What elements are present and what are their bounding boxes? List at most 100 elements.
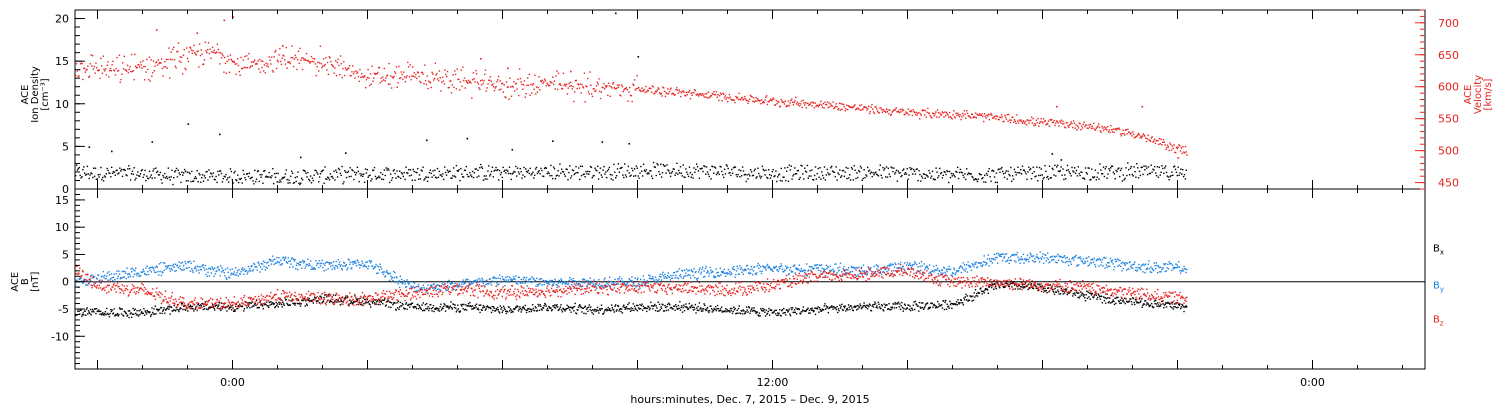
velocity-point xyxy=(523,80,526,82)
ion-density-point xyxy=(499,173,502,176)
by-point xyxy=(500,280,503,282)
velocity-point xyxy=(907,108,910,110)
ion-density-point xyxy=(1023,169,1025,171)
velocity-point xyxy=(880,107,882,109)
bx-point xyxy=(1088,296,1090,298)
ion-density-point xyxy=(617,163,620,165)
velocity-point xyxy=(291,45,293,47)
ion-density-point xyxy=(674,174,676,176)
ion-density-point xyxy=(580,174,583,177)
ion-density-point xyxy=(790,165,792,167)
velocity-point xyxy=(204,41,206,44)
ion-density-point xyxy=(1121,180,1124,182)
by-point xyxy=(108,274,111,276)
by-point xyxy=(288,260,290,263)
ion-density-point xyxy=(732,172,734,175)
bx-point xyxy=(364,302,366,304)
bx-point xyxy=(719,308,722,310)
by-point xyxy=(165,268,167,270)
bx-point xyxy=(520,311,522,313)
bx-point xyxy=(594,308,597,311)
bx-point xyxy=(714,308,716,310)
velocity-point xyxy=(1106,128,1108,131)
by-point xyxy=(136,274,138,277)
ion-density-point xyxy=(634,175,637,177)
velocity-point xyxy=(121,62,124,64)
velocity-point xyxy=(702,94,705,97)
ion-density-point xyxy=(632,169,634,172)
ion-density-point xyxy=(280,181,282,183)
bx-point xyxy=(658,310,660,312)
bx-point xyxy=(491,305,493,308)
bx-point xyxy=(523,307,525,309)
by-point xyxy=(259,266,262,268)
by-point xyxy=(247,271,249,273)
bx-point xyxy=(782,312,784,314)
bx-point xyxy=(617,304,619,307)
velocity-point xyxy=(330,63,333,66)
ion-density-point xyxy=(549,175,551,177)
velocity-point xyxy=(1051,118,1053,121)
velocity-point xyxy=(769,98,772,100)
ion-density-point xyxy=(317,173,319,175)
velocity-point xyxy=(241,67,244,70)
ion-density-point xyxy=(928,169,930,172)
ion-density-point xyxy=(678,172,681,174)
ion-density-point xyxy=(1129,167,1132,170)
bx-point xyxy=(974,296,976,298)
velocity-point xyxy=(1154,142,1157,145)
ion-density-point xyxy=(1039,174,1042,177)
velocity-point xyxy=(671,93,673,95)
velocity-point xyxy=(101,72,104,74)
bx-point xyxy=(699,308,701,310)
ion-density-point xyxy=(489,173,492,176)
bx-point xyxy=(143,307,145,310)
bx-point xyxy=(471,308,473,310)
bx-point xyxy=(531,304,534,306)
bx-point xyxy=(1040,286,1042,288)
ion-density-point xyxy=(310,182,313,184)
velocity-point xyxy=(502,91,505,93)
by-point xyxy=(150,271,152,273)
velocity-point xyxy=(931,112,934,114)
ion-density-point xyxy=(502,166,504,169)
bx-point xyxy=(755,312,757,315)
ion-density-point xyxy=(1178,174,1180,176)
ion-density-point xyxy=(226,179,228,181)
velocity-point xyxy=(690,92,692,94)
velocity-point xyxy=(159,61,161,64)
velocity-point xyxy=(344,67,347,69)
velocity-point xyxy=(376,73,378,75)
velocity-point xyxy=(910,109,912,112)
velocity-point xyxy=(326,61,329,64)
bx-point xyxy=(372,300,375,302)
velocity-point xyxy=(1136,135,1138,137)
velocity-point xyxy=(404,80,407,83)
by-point xyxy=(132,276,134,278)
velocity-point xyxy=(919,118,921,120)
ion-density-point xyxy=(248,172,251,174)
velocity-point xyxy=(1047,120,1050,122)
velocity-point xyxy=(969,116,971,118)
velocity-point xyxy=(770,99,773,102)
by-point xyxy=(276,256,278,259)
ion-density-point xyxy=(551,174,553,177)
bx-point xyxy=(389,301,391,303)
velocity-point xyxy=(612,82,615,84)
velocity-point xyxy=(851,106,854,109)
by-point xyxy=(133,273,136,276)
bx-point xyxy=(971,300,973,302)
ion-density-point xyxy=(931,170,934,173)
ion-density-point xyxy=(183,168,186,171)
velocity-point xyxy=(483,80,485,82)
velocity-point xyxy=(942,112,944,114)
ion-density-point xyxy=(637,175,639,177)
velocity-point xyxy=(967,115,970,117)
velocity-point xyxy=(374,73,377,75)
ion-density-point xyxy=(309,179,311,182)
by-point xyxy=(308,263,310,265)
velocity-point xyxy=(196,50,198,53)
ion-density-point xyxy=(145,179,147,182)
velocity-point xyxy=(1021,120,1023,123)
ion-density-point xyxy=(567,179,569,181)
